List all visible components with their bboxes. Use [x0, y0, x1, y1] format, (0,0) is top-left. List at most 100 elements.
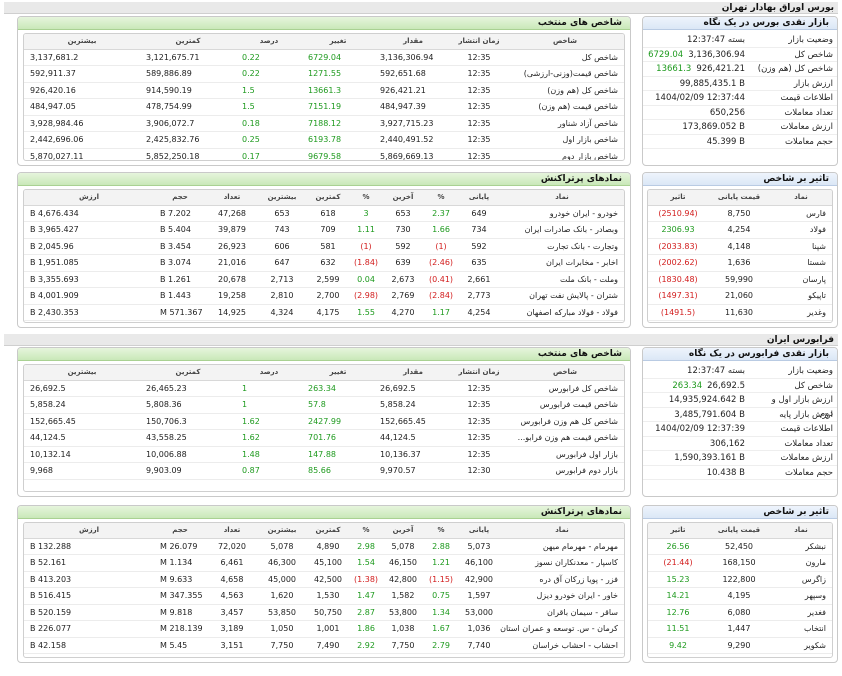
table-row[interactable]: انتخاب 1,447 11.51	[648, 620, 832, 638]
column-header[interactable]: بیشترین	[24, 34, 140, 50]
table-row[interactable]: شاخص قیمت فرابورس 12:35 5,858.24 57.8 1 5,808…	[24, 396, 624, 414]
table-row[interactable]: تاپیکو 21,060 (1497.31)	[648, 287, 832, 305]
table-row[interactable]: شتران - پالایش نفت تهران 2,773 (2.84) 2,769…	[24, 287, 624, 305]
column-header[interactable]: ارزش	[24, 190, 154, 206]
column-header[interactable]: پایانی	[458, 523, 500, 539]
trade-volume: 347.355 M	[154, 587, 206, 605]
overview-value: بسته 12:37:47	[687, 366, 745, 376]
index-percent: 0.25	[236, 131, 302, 149]
table-row[interactable]: شپنا 4,148 (2033.83)	[648, 238, 832, 255]
overview-row: ارزش معاملات 1,590,393.161 B	[643, 451, 837, 466]
table-row[interactable]: شاخص کل فرابورس 12:35 26,692.5 263.34 1 26,46…	[24, 380, 624, 397]
column-header[interactable]: %	[424, 523, 458, 539]
table-row[interactable]: فولاد 4,254 2306.93	[648, 221, 832, 239]
overview-label: شاخص کل	[794, 380, 833, 391]
trade-value: 1,951.085 B	[24, 254, 154, 272]
column-header[interactable]: زمان انتشار	[452, 34, 506, 50]
column-header[interactable]: تعداد	[206, 523, 258, 539]
column-header[interactable]: درصد	[236, 34, 302, 50]
column-header[interactable]: پایانی	[458, 190, 500, 206]
column-header[interactable]: نماد	[500, 523, 624, 539]
overview-value: 26,692.5	[707, 380, 745, 391]
index-high: 926,420.16	[24, 82, 140, 99]
table-row[interactable]: زاگرس 122,800 15.23	[648, 571, 832, 588]
column-header[interactable]: تغییر	[302, 365, 374, 381]
table-row[interactable]: نبشکر 52,450 26.56	[648, 538, 832, 555]
column-header[interactable]: مقدار	[374, 34, 452, 50]
column-header[interactable]: شاخص	[506, 365, 624, 381]
trade-value: 132.288 B	[24, 538, 154, 555]
table-row[interactable]: شاخص کل 12:35 3,136,306.94 6729.04 0.22 3,121…	[24, 49, 624, 66]
column-header[interactable]: حجم	[154, 523, 206, 539]
trade-count: 20,678	[206, 271, 258, 288]
table-row[interactable]: وغدیر 11,630 (1491.5)	[648, 304, 832, 321]
table-row[interactable]: شاخص قیمت هم وزن فرابو... 12:35 44,124.5 70…	[24, 429, 624, 447]
column-header[interactable]: آخرین	[382, 523, 424, 539]
column-header[interactable]: تاثیر	[648, 190, 708, 206]
index-low: 5,808.36	[140, 396, 236, 414]
table-row[interactable]: پارسان 59,990 (1830.48)	[648, 271, 832, 288]
column-header[interactable]: کمترین	[306, 523, 350, 539]
column-header[interactable]: کمترین	[140, 34, 236, 50]
table-row[interactable]: احشاب - احشاب خراسان 7,740 2.79 7,750 2.92 7,…	[24, 637, 624, 654]
table-row[interactable]: مهرمام - مهرمام میهن 5,073 2.88 5,078 2.98 4,…	[24, 538, 624, 555]
table-row[interactable]: وبصادر - بانک صادرات ایران 734 1.66 730 1.11…	[24, 221, 624, 239]
column-header[interactable]: تعداد	[206, 190, 258, 206]
last-price: 46,150	[382, 554, 424, 572]
column-header[interactable]: %	[350, 190, 382, 206]
column-header[interactable]: آخرین	[382, 190, 424, 206]
table-row[interactable]: وسپهر 4,195 14.21	[648, 587, 832, 605]
last-price: 4,270	[382, 304, 424, 321]
column-header[interactable]: تغییر	[302, 34, 374, 50]
table-row[interactable]: مارون 168,150 (21.44)	[648, 554, 832, 572]
table-row[interactable]: خودرو - ایران خودرو 649 2.37 653 3 618 653 47,2…	[24, 205, 624, 222]
column-header[interactable]: بیشترین	[258, 523, 306, 539]
table-row[interactable]: شاخص آزاد شناور 12:35 3,927,715.23 7188.12 0…	[24, 115, 624, 132]
table-row[interactable]: شاخص بازار دوم 12:35 5,869,669.13 9679.58 0.…	[24, 148, 624, 160]
table-row[interactable]: ساقر - سیمان باقران 53,000 1.34 53,800 2.87 5…	[24, 604, 624, 621]
low-price: 50,750	[306, 604, 350, 621]
column-header[interactable]: تاثیر	[648, 523, 708, 539]
symbol-name: فزر - پویا زرکان آق دره	[500, 571, 624, 588]
table-row[interactable]: کاسپار - معدنکاران نسوز 46,100 1.21 46,150 1…	[24, 554, 624, 572]
table-row[interactable]: شستا 1,636 (2002.62)	[648, 254, 832, 272]
column-header[interactable]: نماد	[770, 190, 832, 206]
column-header[interactable]: ارزش	[24, 523, 154, 539]
column-header[interactable]: %	[424, 190, 458, 206]
column-header[interactable]: درصد	[236, 365, 302, 381]
table-row[interactable]: شکویر 9,290 9.42	[648, 637, 832, 654]
column-header[interactable]: نماد	[770, 523, 832, 539]
table-row[interactable]: فولاد - فولاد مبارکه اصفهان 4,254 1.17 4,27…	[24, 304, 624, 321]
table-row[interactable]: شاخص کل هم وزن فرابورس 12:35 152,665.45 242…	[24, 413, 624, 430]
table-row[interactable]: وملت - بانک ملت 2,661 (0.41) 2,673 0.04 2,599…	[24, 271, 624, 288]
table-row[interactable]: بازار اول فرابورس 12:35 10,136.37 147.88 1.4…	[24, 446, 624, 463]
table-row[interactable]: شاخص قیمت (هم وزن) 12:35 484,947.39 7151.19…	[24, 98, 624, 116]
table-row[interactable]: فزر - پویا زرکان آق دره 42,900 (1.15) 42,80…	[24, 571, 624, 588]
column-header[interactable]: قیمت پایانی	[708, 190, 770, 206]
column-header[interactable]: بیشترین	[24, 365, 140, 381]
column-header[interactable]: حجم	[154, 190, 206, 206]
column-header[interactable]: مقدار	[374, 365, 452, 381]
farabourse-effect-table: نماد قیمت پایانی تاثیر نبشکر 52,450 26.56 مار…	[648, 523, 832, 654]
column-header[interactable]: بیشترین	[258, 190, 306, 206]
column-header[interactable]: زمان انتشار	[452, 365, 506, 381]
table-row[interactable]: شاخص بازار اول 12:35 2,440,491.52 6193.78 0.…	[24, 131, 624, 149]
table-row[interactable]: خاور - ایران خودرو دیزل 1,597 0.75 1,582 1.4…	[24, 587, 624, 605]
column-header[interactable]: شاخص	[506, 34, 624, 50]
table-row[interactable]: شاخص قیمت(وزنی-ارزشی) 12:35 592,651.68 1271…	[24, 65, 624, 83]
table-row[interactable]: فارس 8,750 (2510.94)	[648, 205, 832, 222]
table-row[interactable]: اخابر - مخابرات ایران 635 (2.46) 639 (1.84) 6…	[24, 254, 624, 272]
table-row[interactable]: بازار دوم فرابورس 12:30 9,970.57 85.66 0.87 9…	[24, 462, 624, 480]
symbol-effect: (1491.5)	[648, 304, 708, 321]
column-header[interactable]: کمترین	[140, 365, 236, 381]
overview-label: شاخص کل	[794, 49, 833, 60]
column-header[interactable]: نماد	[500, 190, 624, 206]
column-header[interactable]: %	[350, 523, 382, 539]
column-header[interactable]: قیمت پایانی	[708, 523, 770, 539]
table-row[interactable]: کرمان - س. توسعه و عمران استان کرمان1,03…	[24, 620, 624, 638]
table-row[interactable]: وتجارت - بانک تجارت 592 (1) 592 (1) 581 606 26,…	[24, 238, 624, 255]
table-row[interactable]: شاخص کل (هم وزن) 12:35 926,421.21 13661.3 1.…	[24, 82, 624, 99]
column-header[interactable]: کمترین	[306, 190, 350, 206]
index-low: 10,006.88	[140, 446, 236, 463]
table-row[interactable]: فغدیر 6,080 12.76	[648, 604, 832, 621]
